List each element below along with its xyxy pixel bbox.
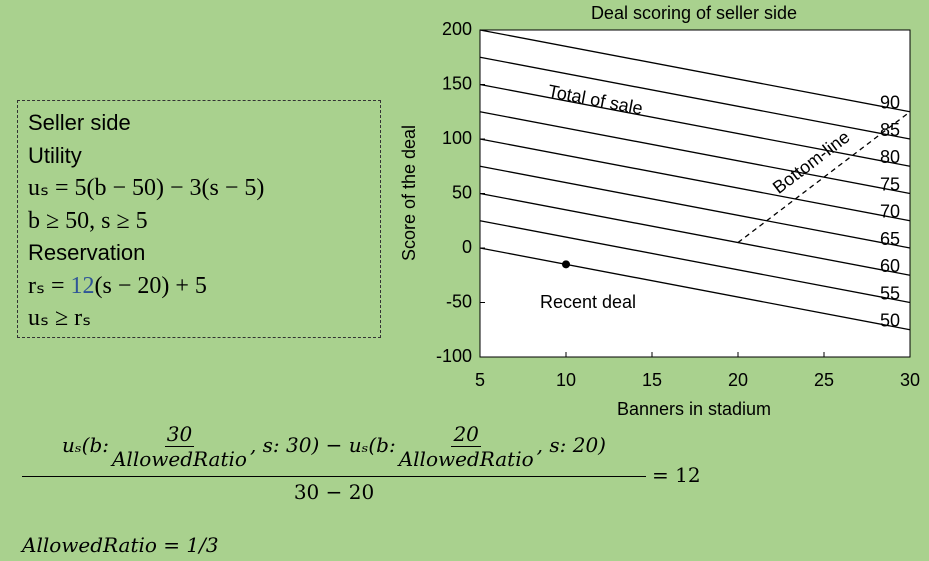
box-line: b ≥ 50, s ≥ 5 [28,207,148,234]
box-line: rₛ = 12(s − 20) + 5 [28,270,370,303]
y-tick-label: 0 [462,237,472,257]
y-tick-label: 150 [442,73,472,93]
y-tick-label: 50 [452,182,472,202]
math: uₛ(b: [62,433,109,457]
series-label: 80 [880,147,900,167]
fraction-bar [22,476,646,477]
fraction: 20 AllowedRatio [399,422,534,471]
series-line [479,192,911,276]
math: (s − 20) + 5 [94,272,207,299]
y-tick-label: -50 [446,291,472,311]
y-tick-label: -100 [436,346,472,366]
series-line [479,83,911,167]
chart-title: Deal scoring of seller side [591,3,797,23]
y-tick-label: 200 [442,19,472,39]
math: 30 [164,422,195,447]
box-line: Seller side [28,110,131,135]
note: AllowedRatio = 1/3 [22,533,219,557]
fraction: 30 AllowedRatio [112,422,247,471]
box-line: uₛ = 5(b − 50) − 3(s − 5) [28,175,265,201]
series-line [479,165,911,249]
series-label: 50 [880,311,900,331]
math: , s: 30) − uₛ(b: [249,433,396,457]
math: 12 [70,272,95,299]
y-tick-label: 100 [442,128,472,148]
point [562,260,570,269]
series-line [479,220,911,304]
plot-area [479,29,911,358]
x-tick-label: 20 [728,370,748,390]
math: rₛ = [28,272,71,299]
box-line: Reservation [28,240,146,265]
x-tick-label: 15 [642,370,662,390]
math: AllowedRatio [398,447,534,471]
series-line [479,138,911,222]
result: = 12 [652,463,701,487]
math: , s: 20) [536,433,606,457]
x-tick-label: 10 [556,370,576,390]
series-line [479,56,911,140]
y-axis-label: Score of the deal [399,125,419,261]
series-line [479,247,911,331]
series-label: 70 [880,202,900,222]
math: AllowedRatio [111,447,247,471]
series-line [737,111,911,244]
seller-box: Seller side Utility uₛ = 5(b − 50) − 3(s… [17,100,381,338]
box-line: Utility [28,142,82,168]
point-label: Recent deal [540,292,636,312]
denominator: 30 − 20 [293,480,375,504]
x-tick-label: 25 [814,370,834,390]
series-line [479,111,911,195]
series-line [479,29,911,113]
series-label: 55 [880,283,900,303]
series-label: 85 [880,120,900,140]
box-line: uₛ ≥ rₛ [28,305,92,331]
math: 20 [451,422,481,447]
series-label: 65 [880,229,900,249]
x-tick-label: 30 [900,370,920,390]
numerator: uₛ(b: 30 AllowedRatio, s: 30) − uₛ(b: 20 All… [22,422,646,471]
series-label: 75 [880,174,900,194]
series-label: 60 [880,256,900,276]
x-tick-label: 5 [475,370,485,390]
series-label: 90 [880,93,900,113]
x-axis-label: Banners in stadium [617,399,771,419]
